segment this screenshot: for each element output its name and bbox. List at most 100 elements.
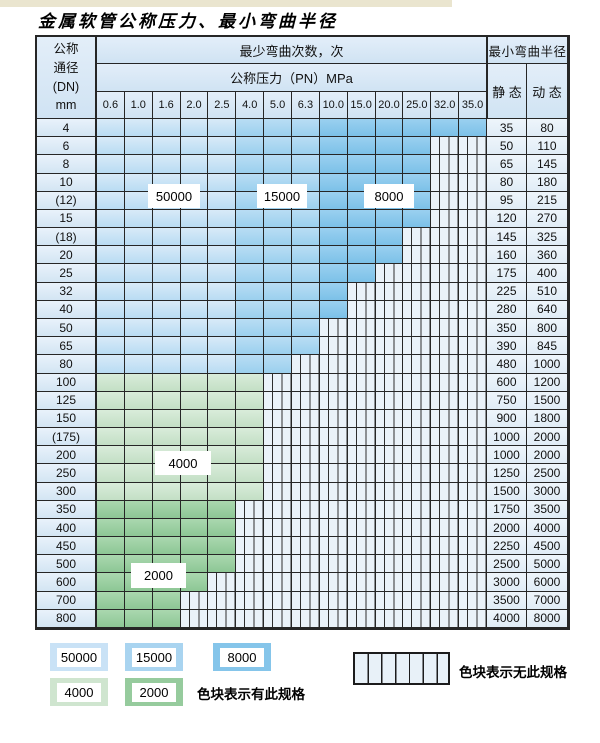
spec-cell [97,264,125,283]
legend-value: 8000 [220,647,264,667]
spec-cell [236,228,265,247]
spec-cell [124,209,153,229]
scan-edge-strip [0,0,452,7]
no-spec-cell [264,428,292,447]
spec-cell [97,500,125,519]
pn-column-header: 35.0 [459,92,487,119]
spec-cell [319,155,348,174]
no-spec-cell [264,391,292,410]
dn-cell: 6 [37,137,97,156]
no-spec-cell [459,373,487,392]
no-spec-cell [236,518,265,538]
spec-cell [292,155,320,174]
spec-cell [97,173,125,192]
spec-cell [292,337,320,356]
spec-cell [180,428,209,447]
no-spec-cell [347,446,376,465]
spec-cell [152,282,181,301]
no-spec-cell [347,555,376,574]
spec-cell [97,428,125,447]
spec-cell [124,355,153,374]
spec-cell [152,391,181,410]
spec-cell [180,573,209,592]
legend-value: 2000 [132,682,176,702]
spec-cell [180,318,209,338]
dynamic-radius-cell: 1200 [527,373,568,392]
no-spec-cell [347,355,376,374]
no-spec-cell [347,591,376,610]
no-spec-cell [403,537,432,556]
spec-cell [97,573,125,592]
no-spec-cell [431,609,460,628]
no-spec-cell [347,482,376,501]
no-spec-cell [459,428,487,447]
legend-swatch-50000: 50000 [50,643,108,671]
static-radius-cell: 80 [487,173,527,192]
spec-cell [208,119,237,138]
spec-cell [292,246,320,265]
dn-cell: 450 [37,537,97,556]
spec-cell [97,591,125,610]
no-spec-cell [431,355,460,374]
no-spec-cell [403,373,432,392]
spec-cell [152,482,181,501]
spec-cell [264,337,292,356]
spec-cell [347,137,376,156]
no-spec-cell [264,609,292,628]
no-spec-cell [180,609,209,628]
dynamic-column-header: 动 态 [527,64,568,119]
no-spec-cell [459,591,487,610]
spec-cell [97,391,125,410]
pn-column-header: 1.0 [124,92,153,119]
no-spec-cell [403,446,432,465]
legend-swatch-2000: 2000 [125,678,183,706]
dn-cell: 300 [37,482,97,501]
dynamic-radius-cell: 4500 [527,537,568,556]
no-spec-cell [292,391,320,410]
no-spec-cell [264,482,292,501]
dynamic-radius-cell: 8000 [527,609,568,628]
spec-cell [124,591,153,610]
pn-column-header: 15.0 [347,92,376,119]
pn-column-header: 2.5 [208,92,237,119]
spec-cell [208,355,237,374]
spec-cell [152,428,181,447]
static-radius-cell: 900 [487,409,527,429]
spec-cell [124,264,153,283]
no-spec-cell [319,609,348,628]
no-spec-cell [292,609,320,628]
spec-cell [152,137,181,156]
no-spec-cell [347,282,376,301]
no-spec-cell [403,282,432,301]
no-spec-cell [459,500,487,519]
no-spec-cell [375,264,404,283]
legend-swatch-4000: 4000 [50,678,108,706]
spec-cell [319,191,348,210]
spec-cell [97,191,125,210]
spec-cell [208,191,237,210]
spec-cell [375,119,404,138]
no-spec-cell [347,428,376,447]
static-radius-cell: 2500 [487,555,527,574]
spec-cell [124,464,153,483]
no-spec-cell [403,518,432,538]
no-spec-cell [292,355,320,374]
spec-cell [152,355,181,374]
no-spec-cell [375,337,404,356]
spec-cell [236,318,265,338]
dynamic-radius-cell: 5000 [527,555,568,574]
legend-swatch-8000: 8000 [213,643,271,671]
spec-cell [292,137,320,156]
no-spec-cell [264,573,292,592]
no-spec-cell [375,409,404,429]
no-spec-cell [459,391,487,410]
spec-cell [180,482,209,501]
spec-cell [180,500,209,519]
no-spec-cell [375,355,404,374]
spec-cell [152,318,181,338]
no-spec-cell [319,482,348,501]
spec-cell [319,119,348,138]
dynamic-radius-cell: 270 [527,209,568,229]
no-spec-cell [292,555,320,574]
no-spec-cell [459,264,487,283]
